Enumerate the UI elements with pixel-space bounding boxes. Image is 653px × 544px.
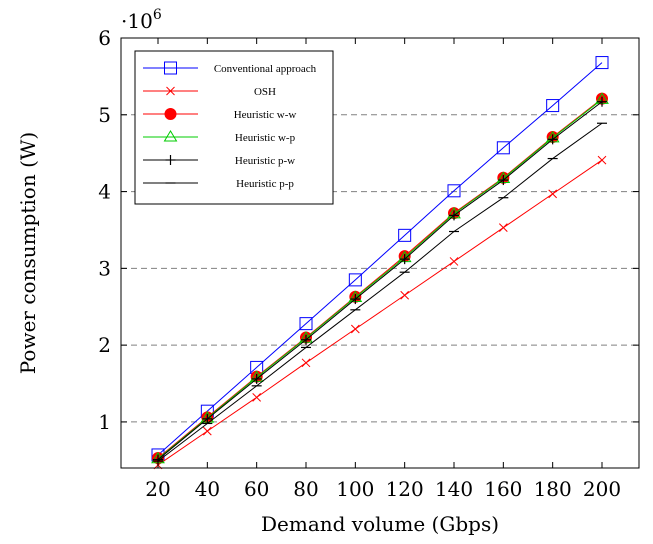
- y-tick-label: 3: [98, 256, 111, 280]
- data-point: [546, 99, 560, 113]
- series-line: [157, 98, 603, 459]
- legend-marker: [163, 130, 178, 142]
- series-line: [157, 159, 603, 466]
- data-point: [350, 294, 361, 305]
- legend-label: Heuristic w-w: [234, 109, 297, 121]
- series-line: [157, 62, 603, 456]
- data-point: [548, 189, 558, 199]
- series-heuristic-p-p: [153, 122, 607, 462]
- data-point: [299, 317, 313, 331]
- y-multiplier: ·106: [121, 7, 162, 33]
- legend-label: Heuristic p-p: [236, 178, 294, 190]
- y-tick-label: 1: [98, 410, 111, 434]
- x-tick-label: 140: [435, 477, 473, 501]
- data-point: [597, 96, 607, 107]
- data-point: [251, 373, 262, 384]
- legend-entry: Heuristic w-p: [143, 130, 296, 144]
- legend-label: Conventional approach: [214, 63, 317, 75]
- x-tick-label: 120: [386, 477, 424, 501]
- series-line: [157, 99, 603, 460]
- x-tick-label: 200: [583, 477, 621, 501]
- x-tick-label: 80: [293, 477, 318, 501]
- data-point: [301, 358, 311, 368]
- legend-marker: [165, 155, 176, 165]
- legend-entry: Heuristic w-w: [143, 108, 297, 121]
- y-axis-label: Power consumption (W): [16, 132, 40, 374]
- series-heuristic-p-w: [153, 96, 607, 465]
- data-point: [301, 334, 311, 345]
- data-point: [547, 134, 558, 145]
- x-tick-label: 40: [195, 477, 220, 501]
- data-point: [595, 56, 609, 70]
- legend-entry: Heuristic p-w: [143, 155, 295, 167]
- legend-label: Heuristic w-p: [235, 132, 296, 144]
- x-tick-label: 160: [484, 477, 522, 501]
- x-tick-label: 60: [244, 477, 269, 501]
- legend-entry: Heuristic p-p: [143, 178, 294, 190]
- legend-marker: [164, 61, 177, 75]
- x-axis-label: Demand volume (Gbps): [261, 512, 499, 536]
- data-point: [399, 254, 410, 265]
- data-point: [449, 257, 459, 266]
- series-line: [157, 101, 603, 460]
- legend-entry: OSH: [143, 86, 276, 98]
- data-point: [597, 155, 607, 165]
- data-point: [398, 228, 412, 242]
- y-tick-label: 5: [98, 103, 111, 127]
- y-tick-label: 2: [98, 333, 111, 357]
- x-tick-label: 180: [534, 477, 572, 501]
- data-point: [498, 223, 508, 233]
- legend-entry: Conventional approach: [143, 61, 317, 75]
- ticks: 1 2 3 4 5 6 20 40 60 80 100 120 140 160 180 200: [98, 26, 639, 501]
- plot-frame: [120, 37, 640, 469]
- legend-marker: [166, 86, 175, 96]
- legend-label: Heuristic p-w: [235, 155, 295, 167]
- data-point: [447, 184, 461, 198]
- legend-box: [134, 50, 334, 205]
- series-line: [157, 122, 603, 462]
- data-point: [498, 175, 509, 186]
- x-tick-label: 20: [145, 477, 170, 501]
- data-point: [348, 273, 362, 287]
- data-point: [202, 426, 212, 436]
- data-point: [449, 210, 459, 221]
- x-tick-label: 100: [336, 477, 374, 501]
- legend: Conventional approach OSH Heuristic w-w Heu…: [134, 50, 334, 205]
- data-point: [350, 324, 360, 334]
- y-tick-label: 6: [98, 26, 111, 50]
- data-point: [202, 413, 213, 424]
- data-point: [496, 141, 510, 155]
- y-tick-label: 4: [98, 180, 111, 204]
- legend-marker: [164, 108, 177, 120]
- grid-lines: [121, 114, 639, 423]
- data-point: [252, 393, 262, 402]
- series-layer: [151, 56, 609, 470]
- legend-label: OSH: [254, 86, 276, 98]
- data-point: [400, 290, 410, 300]
